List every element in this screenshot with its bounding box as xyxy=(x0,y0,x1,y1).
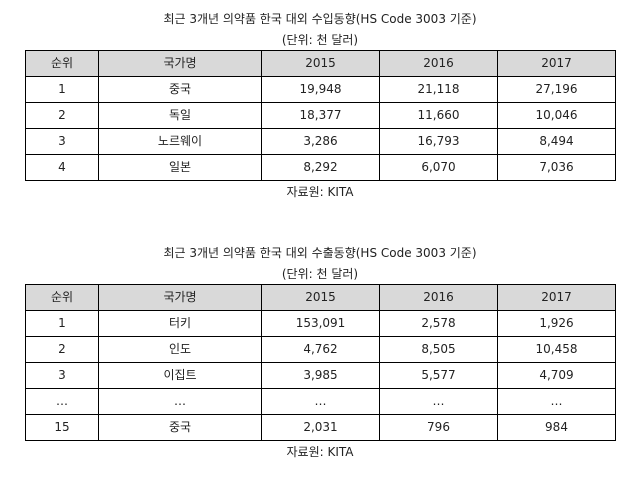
export-table: 순위 국가명 2015 2016 2017 1 터키 153,091 2,578… xyxy=(25,284,616,441)
cell-value-2016: 11,660 xyxy=(379,102,498,129)
cell-value-2015: 2,031 xyxy=(261,414,380,441)
header-year-2015: 2015 xyxy=(261,50,380,77)
cell-value-2016: 8,505 xyxy=(379,336,498,363)
cell-rank: 2 xyxy=(25,336,99,363)
cell-value-2017: 10,046 xyxy=(497,102,616,129)
cell-value-2016: 6,070 xyxy=(379,154,498,181)
cell-rank: 1 xyxy=(25,310,99,337)
cell-value-2016: 16,793 xyxy=(379,128,498,155)
cell-country: 터키 xyxy=(98,310,262,337)
cell-rank: 15 xyxy=(25,414,99,441)
header-year-2017: 2017 xyxy=(497,284,616,311)
cell-country: … xyxy=(98,388,262,415)
import-table-unit: (단위: 천 달러) xyxy=(281,33,359,47)
export-table-header-row: 순위 국가명 2015 2016 2017 xyxy=(25,284,616,311)
cell-value-2017: 7,036 xyxy=(497,154,616,181)
table-row: 1 터키 153,091 2,578 1,926 xyxy=(25,310,616,337)
export-table-title: 최근 3개년 의약품 한국 대외 수출동향(HS Code 3003 기준) xyxy=(163,246,477,260)
import-table: 순위 국가명 2015 2016 2017 1 중국 19,948 21,118… xyxy=(25,50,616,181)
cell-country: 이집트 xyxy=(98,362,262,389)
cell-value-2015: 3,985 xyxy=(261,362,380,389)
cell-value-2016: 2,578 xyxy=(379,310,498,337)
cell-value-2015: 18,377 xyxy=(261,102,380,129)
header-country: 국가명 xyxy=(98,284,262,311)
cell-value-2015: 153,091 xyxy=(261,310,380,337)
table-row: 1 중국 19,948 21,118 27,196 xyxy=(25,76,616,103)
cell-value-2017: 4,709 xyxy=(497,362,616,389)
cell-country: 인도 xyxy=(98,336,262,363)
cell-value-2016: 21,118 xyxy=(379,76,498,103)
cell-rank: 3 xyxy=(25,362,99,389)
table-row: 4 일본 8,292 6,070 7,036 xyxy=(25,154,616,181)
header-year-2016: 2016 xyxy=(379,284,498,311)
import-section: 최근 3개년 의약품 한국 대외 수입동향(HS Code 3003 기준) (… xyxy=(0,8,640,203)
cell-value-2015: 19,948 xyxy=(261,76,380,103)
header-rank: 순위 xyxy=(25,284,99,311)
cell-value-2016: 796 xyxy=(379,414,498,441)
header-year-2015: 2015 xyxy=(261,284,380,311)
table-row: 3 이집트 3,985 5,577 4,709 xyxy=(25,362,616,389)
cell-country: 중국 xyxy=(98,76,262,103)
table-row: 15 중국 2,031 796 984 xyxy=(25,414,616,441)
table-row: 2 인도 4,762 8,505 10,458 xyxy=(25,336,616,363)
header-year-2017: 2017 xyxy=(497,50,616,77)
cell-country: 독일 xyxy=(98,102,262,129)
cell-value-2017: 10,458 xyxy=(497,336,616,363)
export-table-unit: (단위: 천 달러) xyxy=(281,267,359,281)
cell-value-2015: 4,762 xyxy=(261,336,380,363)
cell-rank: 1 xyxy=(25,76,99,103)
cell-rank: 3 xyxy=(25,128,99,155)
cell-value-2015: 3,286 xyxy=(261,128,380,155)
table-row: 2 독일 18,377 11,660 10,046 xyxy=(25,102,616,129)
header-year-2016: 2016 xyxy=(379,50,498,77)
export-table-source: 자료원: KITA xyxy=(286,445,354,459)
table-row-ellipsis: … … … … … xyxy=(25,388,616,415)
header-rank: 순위 xyxy=(25,50,99,77)
cell-value-2017: 984 xyxy=(497,414,616,441)
cell-rank: … xyxy=(25,388,99,415)
import-table-header-row: 순위 국가명 2015 2016 2017 xyxy=(25,50,616,77)
cell-rank: 2 xyxy=(25,102,99,129)
export-section: 최근 3개년 의약품 한국 대외 수출동향(HS Code 3003 기준) (… xyxy=(0,242,640,463)
import-table-title: 최근 3개년 의약품 한국 대외 수입동향(HS Code 3003 기준) xyxy=(163,12,477,26)
cell-value-2016: 5,577 xyxy=(379,362,498,389)
cell-value-2015: … xyxy=(261,388,380,415)
cell-country: 중국 xyxy=(98,414,262,441)
import-table-source: 자료원: KITA xyxy=(286,185,354,199)
cell-value-2017: … xyxy=(497,388,616,415)
cell-value-2017: 1,926 xyxy=(497,310,616,337)
cell-country: 일본 xyxy=(98,154,262,181)
table-row: 3 노르웨이 3,286 16,793 8,494 xyxy=(25,128,616,155)
cell-value-2017: 8,494 xyxy=(497,128,616,155)
header-country: 국가명 xyxy=(98,50,262,77)
cell-rank: 4 xyxy=(25,154,99,181)
cell-country: 노르웨이 xyxy=(98,128,262,155)
cell-value-2017: 27,196 xyxy=(497,76,616,103)
cell-value-2016: … xyxy=(379,388,498,415)
cell-value-2015: 8,292 xyxy=(261,154,380,181)
